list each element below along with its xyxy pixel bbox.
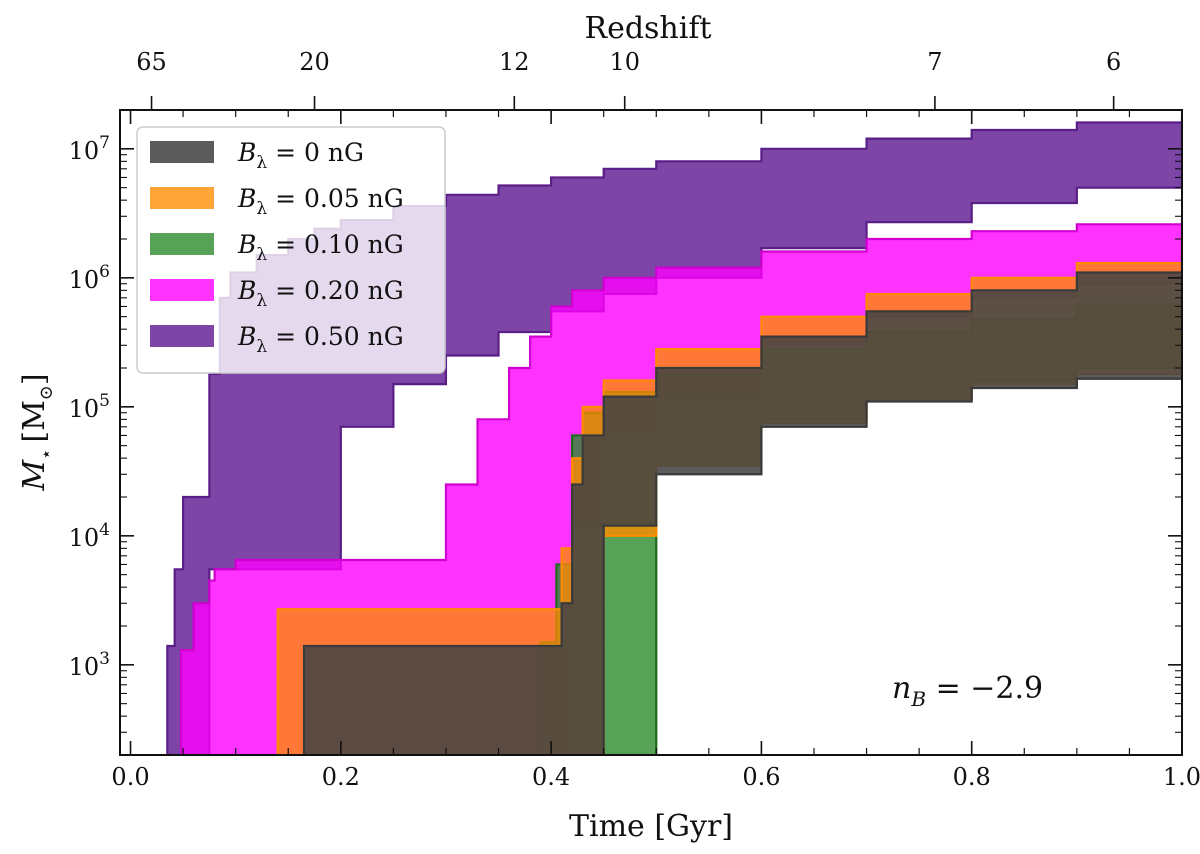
top-tick-label: 65 (136, 48, 167, 76)
legend-swatch (150, 233, 214, 255)
x-axis-label: Time [Gyr] (569, 809, 733, 844)
x-tick-label: 1.0 (1163, 763, 1200, 791)
y-tick-label: 104 (69, 520, 110, 552)
legend-label: Bλ = 0 nG (237, 138, 364, 173)
y-tick-label: 103 (69, 649, 110, 681)
legend-label: Bλ = 0.20 nG (237, 276, 404, 311)
top-tick-label: 7 (927, 48, 942, 76)
y-tick-label: 107 (69, 133, 110, 165)
legend-swatch (150, 141, 214, 163)
top-tick-label: 12 (499, 48, 530, 76)
legend-label: Bλ = 0.50 nG (237, 322, 404, 357)
x-tick-label: 0.0 (111, 763, 149, 791)
legend-swatch (150, 279, 214, 301)
legend-swatch (150, 187, 214, 209)
x-tick-label: 0.6 (742, 763, 780, 791)
x-tick-label: 0.4 (532, 763, 570, 791)
top-tick-label: 10 (609, 48, 640, 76)
annotation-nb: nB = −2.9 (892, 671, 1043, 711)
legend-label: Bλ = 0.10 nG (237, 230, 404, 265)
x-tick-label: 0.8 (953, 763, 991, 791)
legend: Bλ = 0 nG Bλ = 0.05 nG Bλ = 0.10 nG Bλ = 0.… (136, 126, 446, 374)
x-tick-label: 0.2 (322, 763, 360, 791)
y-tick-label: 105 (69, 391, 110, 423)
top-axis-label: Redshift (584, 11, 711, 46)
plot-frame (119, 109, 1183, 756)
legend-swatch (150, 325, 214, 347)
y-tick-label: 106 (69, 262, 110, 294)
top-tick-label: 6 (1106, 48, 1121, 76)
top-tick-label: 20 (299, 48, 330, 76)
legend-label: Bλ = 0.05 nG (237, 184, 404, 219)
y-axis-label: M⋆[M⊙] (17, 373, 57, 491)
band-0-ng (302, 255, 1182, 755)
